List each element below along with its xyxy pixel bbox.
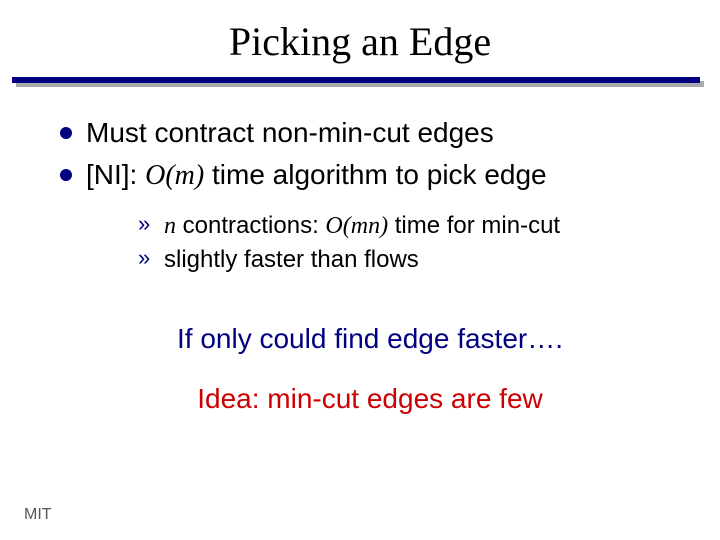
list-item: Must contract non-min-cut edges — [60, 115, 680, 151]
text-run: Must contract non-min-cut edges — [86, 117, 494, 148]
text-run: contractions: — [176, 212, 325, 239]
callout-primary: If only could find edge faster…. — [60, 323, 680, 355]
sub-bullet-icon: » — [138, 245, 154, 271]
footer-label: MIT — [24, 506, 52, 524]
list-item-text: Must contract non-min-cut edges — [86, 115, 494, 151]
slide: Picking an Edge Must contract non-min-cu… — [0, 0, 720, 540]
list-item: » n contractions: O(mn) time for min-cut — [138, 211, 680, 241]
main-list: Must contract non-min-cut edges [NI]: O(… — [60, 115, 680, 193]
italic-run: n — [164, 213, 176, 239]
bullet-icon — [60, 127, 72, 139]
text-run: [NI]: — [86, 159, 145, 190]
slide-title: Picking an Edge — [0, 18, 720, 65]
list-item: » slightly faster than flows — [138, 245, 680, 275]
title-area: Picking an Edge — [0, 0, 720, 65]
sub-list: » n contractions: O(mn) time for min-cut… — [138, 211, 680, 275]
italic-run: O(m) — [145, 160, 204, 191]
bullet-icon — [60, 169, 72, 181]
list-item-text: slightly faster than flows — [164, 245, 419, 275]
content-area: Must contract non-min-cut edges [NI]: O(… — [0, 85, 720, 415]
italic-run: O(mn) — [325, 213, 388, 239]
callout-secondary: Idea: min-cut edges are few — [60, 383, 680, 415]
text-run: time algorithm to pick edge — [204, 159, 546, 190]
divider-bar — [12, 77, 700, 83]
title-divider — [0, 75, 720, 85]
list-item-text: [NI]: O(m) time algorithm to pick edge — [86, 157, 547, 193]
sub-bullet-icon: » — [138, 211, 154, 237]
text-run: slightly faster than flows — [164, 246, 419, 273]
list-item-text: n contractions: O(mn) time for min-cut — [164, 211, 560, 241]
text-run: time for min-cut — [388, 212, 560, 239]
list-item: [NI]: O(m) time algorithm to pick edge — [60, 157, 680, 193]
